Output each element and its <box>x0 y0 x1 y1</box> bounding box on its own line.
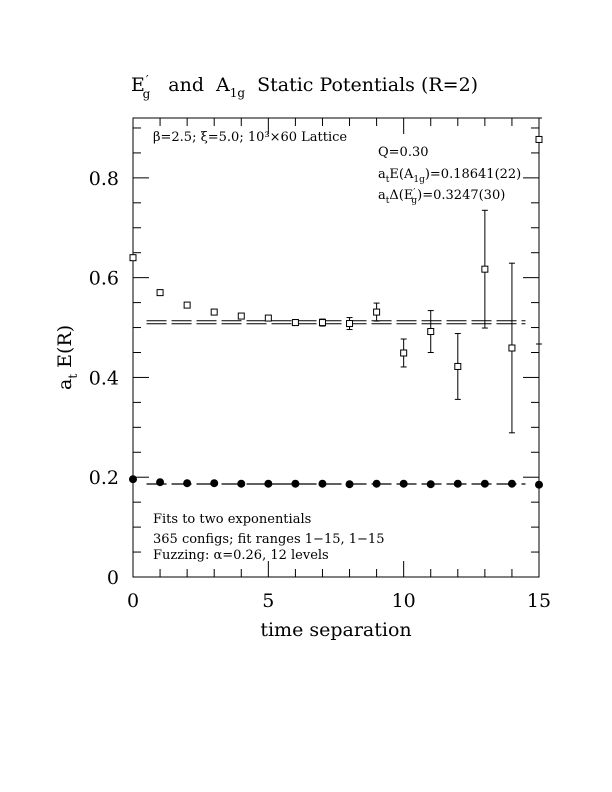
annotation-energy-a1g: atE(A1g)=0.18641(22) <box>378 167 521 185</box>
data-point-circle <box>372 479 381 488</box>
footnote-fuzzing: Fuzzing: α=0.26, 12 levels <box>153 548 329 563</box>
data-point-square <box>210 308 218 316</box>
fit-bands <box>146 320 526 485</box>
annotation-q: Q=0.30 <box>378 145 429 160</box>
data-point-circle <box>453 479 462 488</box>
data-point-circle <box>264 479 273 488</box>
data-point-square <box>454 362 462 370</box>
data-point-circle <box>183 479 192 488</box>
data-point-square <box>481 265 489 273</box>
data-point-square <box>535 135 543 143</box>
x-tick-label: 0 <box>127 590 139 612</box>
data-point-square <box>264 314 272 322</box>
y-axis-label: atE(R) <box>54 325 80 390</box>
data-point-circle <box>507 479 516 488</box>
lattice-label: β=2.5; ξ=5.0; 10³×60 Lattice <box>153 130 347 145</box>
y-tick-label: 0.4 <box>89 367 119 389</box>
data-point-square <box>318 319 326 327</box>
data-point-square <box>156 289 164 297</box>
data-point-square <box>427 328 435 336</box>
data-point-square <box>129 254 137 262</box>
data-point-circle <box>535 480 543 489</box>
data-point-circle <box>480 479 489 488</box>
data-point-circle <box>399 479 408 488</box>
plot-frame <box>132 117 540 578</box>
data-points <box>129 117 543 489</box>
axis-ticks <box>132 118 540 578</box>
y-tick-label: 0 <box>107 567 119 589</box>
data-point-square <box>508 344 516 352</box>
data-point-square <box>373 308 381 316</box>
data-point-circle <box>291 479 300 488</box>
data-point-square <box>346 320 354 328</box>
x-tick-label: 5 <box>262 590 274 612</box>
data-point-square <box>400 349 408 357</box>
data-point-circle <box>129 475 137 484</box>
axis-tick-labels: 0 5 10 15 0 0.2 0.4 0.6 0.8 <box>89 168 551 612</box>
y-tick-label: 0.6 <box>89 268 119 290</box>
data-point-square <box>291 319 299 327</box>
chart-title: E′ g and A1g Static Potentials (R=2) <box>131 73 478 101</box>
footnote-configs: 365 configs; fit ranges 1−15, 1−15 <box>153 532 384 547</box>
x-tick-label: 10 <box>392 590 416 612</box>
data-point-circle <box>210 479 219 488</box>
footnote-fits: Fits to two exponentials <box>153 512 311 527</box>
x-tick-label: 15 <box>527 590 551 612</box>
data-point-circle <box>156 478 165 487</box>
annotation-gap-eg: atΔ(E′ g)=0.3247(30) <box>378 188 505 206</box>
y-tick-label: 0.2 <box>89 467 119 489</box>
data-point-circle <box>237 479 246 488</box>
x-axis-label: time separation <box>260 619 411 641</box>
data-point-circle <box>426 480 435 489</box>
data-point-square <box>237 312 245 320</box>
data-point-circle <box>318 479 327 488</box>
data-point-square <box>183 301 191 309</box>
data-point-circle <box>345 480 354 489</box>
y-tick-label: 0.8 <box>89 168 119 190</box>
